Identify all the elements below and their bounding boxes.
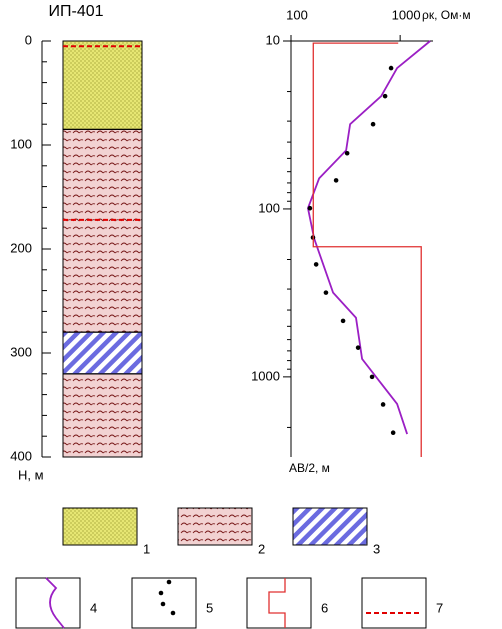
legend-step	[268, 578, 286, 628]
column-title: ИП-401	[48, 3, 103, 20]
data-point	[344, 150, 350, 156]
y-tick-label: 400	[10, 448, 32, 463]
data-point	[388, 65, 394, 71]
y-tick-label: 300	[10, 344, 32, 359]
x-tick-label: 1000	[392, 7, 421, 22]
data-point	[307, 205, 313, 211]
y-tick-label: 100	[10, 136, 32, 151]
ab2-axis-label: AB/2, м	[289, 461, 330, 475]
legend-box	[246, 577, 312, 629]
sounding-curve	[307, 40, 431, 435]
data-point	[340, 318, 346, 324]
data-point	[380, 402, 386, 407]
depth-axis-label: H, м	[18, 467, 44, 482]
legend-dot	[158, 590, 164, 596]
data-point	[355, 345, 361, 350]
legend-label: 2	[258, 541, 265, 556]
data-point	[369, 374, 375, 380]
y-tick-label: 100	[258, 200, 280, 215]
data-point	[370, 121, 376, 127]
legend-label: 3	[373, 541, 380, 556]
legend-label: 5	[206, 600, 213, 615]
model-curve	[312, 42, 422, 457]
layer-pattern	[62, 331, 143, 375]
data-point	[313, 262, 319, 267]
y-tick-label: 0	[25, 32, 32, 47]
x-tick-label: 100	[286, 7, 308, 22]
rho-axis-label: ρк, Ом·м	[422, 8, 471, 22]
legend-box	[361, 577, 427, 629]
legend-swatch-pattern	[62, 507, 138, 546]
legend-dot	[170, 610, 176, 616]
y-tick-label: 10	[266, 32, 280, 47]
data-point	[333, 178, 339, 183]
data-point	[390, 430, 396, 436]
legend-label: 4	[90, 600, 97, 615]
data-point	[382, 93, 388, 99]
legend-swatch-pattern	[292, 507, 368, 546]
data-point	[323, 290, 329, 295]
legend-dot	[166, 579, 172, 585]
layer-pattern	[62, 40, 143, 130]
legend-box	[15, 577, 81, 629]
layer-pattern	[62, 128, 143, 333]
legend-label: 7	[436, 600, 443, 615]
legend-label: 1	[143, 541, 150, 556]
layer-pattern	[62, 373, 143, 458]
legend-swatch-pattern	[177, 507, 253, 546]
legend-dot	[160, 601, 166, 607]
legend-label: 6	[321, 600, 328, 615]
y-tick-label: 200	[10, 240, 32, 255]
legend-curve	[45, 577, 65, 629]
y-tick-label: 1000	[251, 368, 280, 383]
